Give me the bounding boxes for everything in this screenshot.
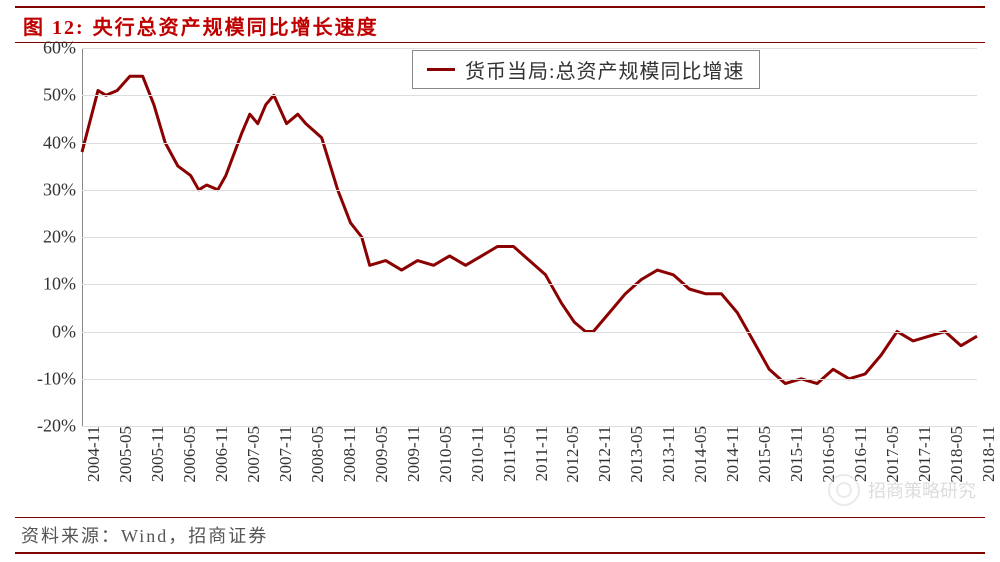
y-gridline: [82, 332, 977, 333]
y-tick-label: -20%: [37, 416, 82, 437]
figure-footer: 资料来源：Wind，招商证券: [15, 517, 985, 554]
x-tick-label: 2006-05: [178, 426, 200, 483]
y-tick-label: 10%: [43, 274, 82, 295]
y-gridline: [82, 284, 977, 285]
legend-swatch: [427, 68, 455, 71]
x-tick-label: 2014-11: [721, 426, 743, 482]
x-tick-label: 2005-11: [146, 426, 168, 482]
figure-number: 图 12:: [23, 11, 85, 40]
legend-label: 货币当局:总资产规模同比增速: [465, 55, 745, 84]
x-tick-label: 2008-05: [306, 426, 328, 483]
y-tick-label: 30%: [43, 179, 82, 200]
y-tick-label: 40%: [43, 132, 82, 153]
figure-title: 央行总资产规模同比增长速度: [93, 11, 379, 40]
watermark-text: 招商策略研究: [868, 477, 976, 503]
x-tick-label: 2006-11: [210, 426, 232, 482]
y-gridline: [82, 190, 977, 191]
y-tick-label: -10%: [37, 368, 82, 389]
x-tick-label: 2014-05: [689, 426, 711, 483]
y-gridline: [82, 379, 977, 380]
x-tick-label: 2011-05: [498, 426, 520, 482]
x-tick-label: 2018-11: [977, 426, 999, 482]
x-tick-label: 2013-05: [625, 426, 647, 483]
x-tick-label: 2010-11: [466, 426, 488, 482]
x-tick-label: 2005-05: [114, 426, 136, 483]
watermark: 招商策略研究: [828, 474, 976, 506]
x-tick-label: 2008-11: [338, 426, 360, 482]
x-tick-label: 2007-05: [242, 426, 264, 483]
x-tick-label: 2007-11: [274, 426, 296, 482]
x-tick-label: 2015-11: [785, 426, 807, 482]
y-tick-label: 50%: [43, 85, 82, 106]
data-line: [82, 76, 977, 383]
y-gridline: [82, 48, 977, 49]
y-gridline: [82, 143, 977, 144]
chart-legend: 货币当局:总资产规模同比增速: [412, 50, 760, 89]
x-tick-label: 2011-11: [530, 426, 552, 481]
x-tick-label: 2010-05: [434, 426, 456, 483]
y-gridline: [82, 237, 977, 238]
watermark-icon: [828, 474, 860, 506]
x-tick-label: 2013-11: [657, 426, 679, 482]
x-tick-label: 2004-11: [82, 426, 104, 482]
y-gridline: [82, 95, 977, 96]
x-tick-label: 2009-05: [370, 426, 392, 483]
x-tick-label: 2009-11: [402, 426, 424, 482]
y-tick-label: 20%: [43, 227, 82, 248]
figure-header: 图 12: 央行总资产规模同比增长速度: [15, 6, 985, 43]
y-tick-label: 60%: [43, 38, 82, 59]
y-tick-label: 0%: [52, 321, 82, 342]
x-tick-label: 2012-11: [593, 426, 615, 482]
source-text: 资料来源：Wind，招商证券: [21, 526, 268, 546]
x-tick-label: 2015-05: [753, 426, 775, 483]
x-tick-label: 2012-05: [561, 426, 583, 483]
chart-plot-area: 货币当局:总资产规模同比增速 -20%-10%0%10%20%30%40%50%…: [82, 48, 977, 426]
